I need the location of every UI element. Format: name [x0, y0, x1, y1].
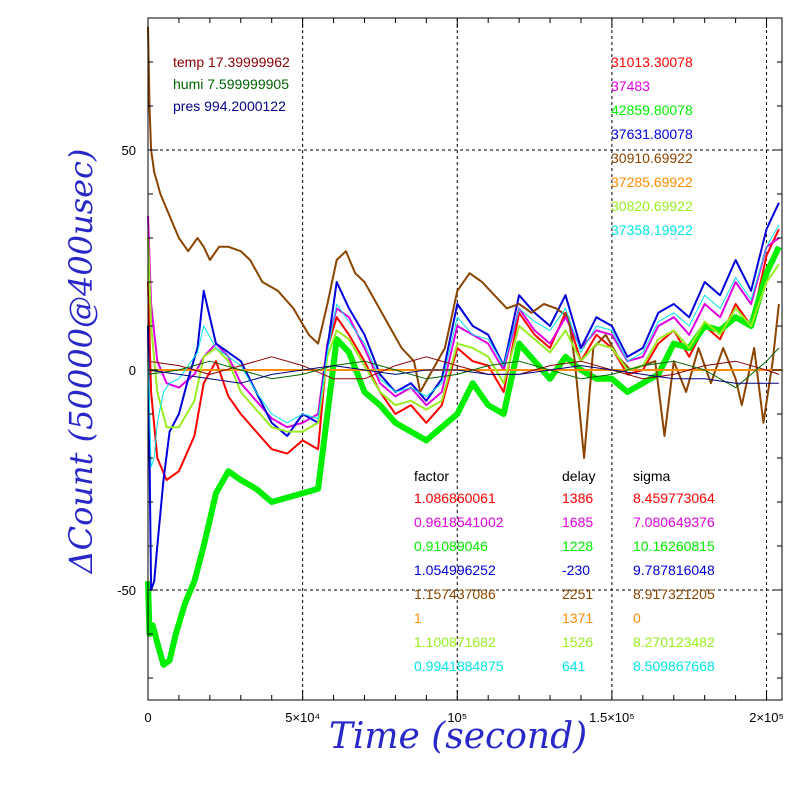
series-lines [145, 26, 782, 668]
table-cell-factor: 1.100871682 [414, 634, 496, 650]
x-tick-label: 5×10⁴ [285, 710, 320, 725]
series-value-label: 30820.69922 [611, 198, 693, 214]
series-value-label: 37483 [611, 78, 650, 94]
series-value-label: 37285.69922 [611, 174, 693, 190]
table-cell-sigma: 8.459773064 [633, 490, 715, 506]
table-cell-delay: 2251 [562, 586, 593, 602]
series-value-label: 42859.80078 [611, 102, 693, 118]
series-value-label: 31013.30078 [611, 54, 693, 70]
plot-frame [147, 17, 783, 701]
table-header-factor: factor [414, 468, 449, 484]
x-tick-label: 0 [144, 710, 151, 725]
table-cell-delay: 1685 [562, 514, 593, 530]
annotations: temp 17.39999962 humi 7.599999905 pres 994… [173, 54, 715, 674]
table-header-sigma: sigma [633, 468, 671, 484]
series-value-label: 37631.80078 [611, 126, 693, 142]
series-value-label: 30910.69922 [611, 150, 693, 166]
table-cell-factor: 1.054996252 [414, 562, 496, 578]
y-tick-label: -50 [117, 583, 136, 598]
table-header-delay: delay [562, 468, 595, 484]
series-line-0 [147, 228, 780, 481]
table-cell-factor: 0.9941884875 [414, 658, 504, 674]
table-cell-sigma: 9.787816048 [633, 562, 715, 578]
x-tick-label: 2×10⁵ [749, 710, 784, 725]
series-line-9 [147, 347, 780, 389]
table-cell-delay: 641 [562, 658, 586, 674]
series-line-4 [147, 26, 780, 459]
table-cell-delay: 1228 [562, 538, 593, 554]
series-line-10 [147, 365, 779, 384]
table-cell-factor: 0.91089046 [414, 538, 488, 554]
series-line-6 [147, 237, 780, 433]
table-cell-factor: 0.9618541002 [414, 514, 504, 530]
table-cell-sigma: 8.509867668 [633, 658, 715, 674]
x-tick-label: 10⁵ [447, 710, 467, 725]
table-cell-sigma: 0 [633, 610, 641, 626]
table-cell-factor: 1.157437086 [414, 586, 496, 602]
series-line-2 [145, 245, 782, 668]
table-cell-delay: 1371 [562, 610, 593, 626]
table-cell-delay: 1526 [562, 634, 593, 650]
env-reading: humi 7.599999905 [173, 76, 289, 92]
axis-ticks: 0 5×10⁴ 10⁵ 1.5×10⁵ 2×10⁵ 50 0 -50 [117, 17, 784, 725]
table-cell-delay: -230 [562, 562, 590, 578]
table-cell-sigma: 7.080649376 [633, 514, 715, 530]
table-cell-sigma: 8.270123482 [633, 634, 715, 650]
x-axis-label: Time (second) [329, 716, 587, 757]
y-tick-label: 50 [122, 143, 136, 158]
table-cell-factor: 1 [414, 610, 422, 626]
env-reading: temp 17.39999962 [173, 54, 290, 70]
table-cell-factor: 1.086860061 [414, 490, 496, 506]
table-cell-sigma: 10.16260815 [633, 538, 715, 554]
table-cell-sigma: 8.917321205 [633, 586, 715, 602]
series-value-label: 37358.19922 [611, 222, 693, 238]
x-tick-label: 1.5×10⁵ [589, 710, 635, 725]
env-reading: pres 994.2000122 [173, 98, 286, 114]
y-tick-label: 0 [129, 363, 136, 378]
series-line-3 [147, 202, 780, 591]
y-axis-label: ΔCount (50000@400usec) [62, 149, 100, 576]
series-line-7 [147, 224, 780, 468]
table-cell-delay: 1386 [562, 490, 593, 506]
series-line-1 [147, 215, 780, 429]
